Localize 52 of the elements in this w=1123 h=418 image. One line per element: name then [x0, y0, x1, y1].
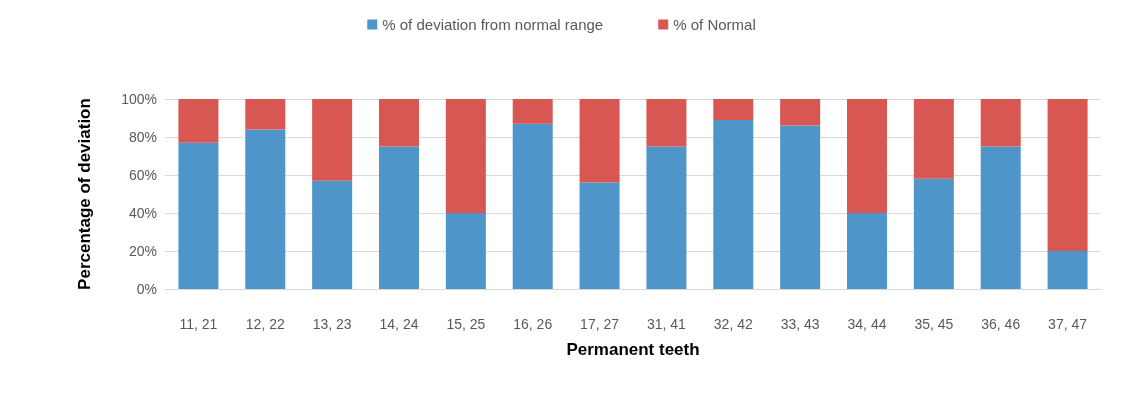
- y-tick-label: 100%: [121, 91, 157, 107]
- bar: [312, 99, 353, 181]
- bar: [445, 99, 486, 213]
- bar: [713, 119, 754, 289]
- x-tick-label: 14, 24: [379, 316, 419, 332]
- x-tick-label: 11, 21: [179, 316, 218, 332]
- x-tick-label: 37, 47: [1048, 316, 1088, 332]
- bar: [713, 99, 754, 120]
- legend-label: % of deviation from normal range: [382, 16, 604, 33]
- x-tick-label: 13, 23: [312, 316, 352, 332]
- bar: [847, 99, 887, 213]
- bar: [579, 182, 620, 289]
- bar: [379, 99, 419, 147]
- x-tick-label: 32, 42: [713, 316, 753, 332]
- bar: [913, 99, 954, 179]
- y-axis-title: Percentage of deviation: [75, 98, 94, 290]
- bar: [847, 213, 887, 289]
- bar: [512, 123, 553, 289]
- x-tick-label: 17, 27: [580, 316, 620, 332]
- y-tick-label: 20%: [128, 243, 157, 259]
- bar: [780, 125, 821, 289]
- x-tick-label: 12, 22: [245, 316, 285, 332]
- bar: [980, 146, 1021, 289]
- bar: [178, 99, 219, 143]
- x-tick-label: 35, 45: [914, 316, 954, 332]
- legend-label: % of Normal: [673, 16, 756, 33]
- bar: [512, 99, 553, 124]
- bar: [178, 142, 219, 289]
- bar: [646, 146, 687, 289]
- bar: [579, 99, 620, 183]
- x-tick-label: 16, 26: [513, 316, 553, 332]
- bar: [1047, 99, 1088, 251]
- bar: [245, 99, 286, 130]
- x-tick-label: 15, 25: [446, 316, 486, 332]
- x-tick-label: 36, 46: [981, 316, 1021, 332]
- bar: [913, 178, 954, 289]
- x-tick-label: 33, 43: [780, 316, 820, 332]
- bar: [780, 99, 821, 126]
- x-axis-title: Permanent teeth: [566, 340, 700, 359]
- x-tick-label: 31, 41: [646, 316, 687, 332]
- y-tick-label: 40%: [128, 205, 157, 221]
- bar: [1047, 251, 1088, 289]
- y-tick-label: 0%: [136, 281, 157, 297]
- bar: [379, 146, 419, 289]
- bar: [312, 180, 353, 289]
- bar: [646, 99, 687, 147]
- bar: [980, 99, 1021, 147]
- bar: [445, 213, 486, 289]
- y-tick-label: 60%: [128, 167, 157, 183]
- x-tick-label: 34, 44: [847, 316, 887, 332]
- bar: [245, 129, 286, 289]
- y-tick-label: 80%: [128, 129, 157, 145]
